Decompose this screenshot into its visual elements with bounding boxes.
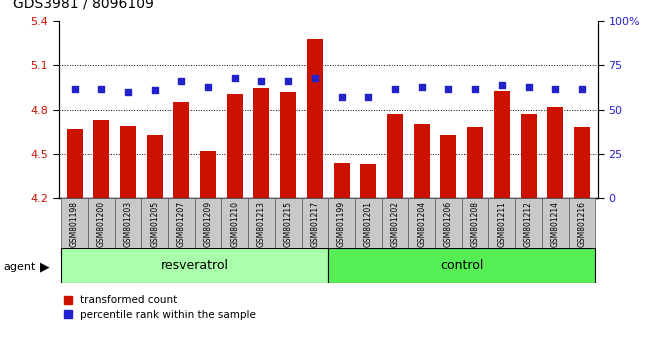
Point: [577, 86, 587, 91]
Point: [390, 86, 400, 91]
Bar: [227, 93, 243, 198]
FancyBboxPatch shape: [168, 198, 195, 248]
FancyBboxPatch shape: [382, 198, 408, 248]
FancyBboxPatch shape: [141, 198, 168, 248]
Point: [176, 79, 187, 84]
FancyBboxPatch shape: [435, 198, 462, 248]
Bar: [254, 88, 270, 198]
Text: GSM801198: GSM801198: [70, 201, 79, 247]
Bar: [200, 151, 216, 198]
Text: GSM801206: GSM801206: [444, 201, 453, 247]
Text: GSM801200: GSM801200: [97, 201, 106, 247]
Point: [523, 84, 534, 90]
Text: GSM801207: GSM801207: [177, 201, 186, 247]
Text: GSM801209: GSM801209: [203, 201, 213, 247]
Bar: [413, 125, 430, 198]
Bar: [360, 164, 376, 198]
FancyBboxPatch shape: [569, 198, 595, 248]
Bar: [467, 127, 483, 198]
FancyBboxPatch shape: [248, 198, 275, 248]
Point: [283, 79, 293, 84]
FancyBboxPatch shape: [489, 198, 515, 248]
Text: resveratrol: resveratrol: [161, 259, 229, 272]
Point: [309, 75, 320, 81]
FancyBboxPatch shape: [355, 198, 382, 248]
Bar: [307, 39, 323, 198]
Bar: [387, 114, 403, 198]
Point: [417, 84, 427, 90]
FancyBboxPatch shape: [88, 198, 114, 248]
Text: agent: agent: [3, 262, 36, 272]
FancyBboxPatch shape: [222, 198, 248, 248]
Point: [337, 95, 347, 100]
Bar: [574, 127, 590, 198]
Text: ▶: ▶: [40, 261, 50, 274]
Bar: [280, 92, 296, 198]
Text: GSM801199: GSM801199: [337, 201, 346, 247]
FancyBboxPatch shape: [462, 198, 489, 248]
Point: [150, 87, 160, 93]
FancyBboxPatch shape: [302, 198, 328, 248]
Text: GSM801201: GSM801201: [364, 201, 373, 247]
Text: GSM801204: GSM801204: [417, 201, 426, 247]
Text: GSM801215: GSM801215: [283, 201, 292, 247]
Bar: [547, 107, 564, 198]
Text: GSM801205: GSM801205: [150, 201, 159, 247]
Text: GSM801211: GSM801211: [497, 201, 506, 247]
Point: [470, 86, 480, 91]
FancyBboxPatch shape: [195, 198, 222, 248]
FancyBboxPatch shape: [515, 198, 542, 248]
Point: [96, 86, 107, 91]
FancyBboxPatch shape: [275, 198, 302, 248]
Bar: [521, 114, 536, 198]
Text: control: control: [440, 259, 484, 272]
Bar: [441, 135, 456, 198]
FancyBboxPatch shape: [542, 198, 569, 248]
Text: GSM801212: GSM801212: [524, 201, 533, 247]
Text: GSM801214: GSM801214: [551, 201, 560, 247]
Bar: [333, 163, 350, 198]
Point: [256, 79, 266, 84]
FancyBboxPatch shape: [61, 198, 88, 248]
Point: [443, 86, 454, 91]
FancyBboxPatch shape: [328, 198, 355, 248]
Bar: [66, 129, 83, 198]
Bar: [120, 126, 136, 198]
Text: GSM801213: GSM801213: [257, 201, 266, 247]
Point: [229, 75, 240, 81]
Text: GSM801210: GSM801210: [230, 201, 239, 247]
Bar: [174, 102, 189, 198]
Point: [203, 84, 213, 90]
FancyBboxPatch shape: [114, 198, 141, 248]
FancyBboxPatch shape: [328, 248, 595, 283]
FancyBboxPatch shape: [408, 198, 435, 248]
Legend: transformed count, percentile rank within the sample: transformed count, percentile rank withi…: [64, 296, 256, 320]
Point: [550, 86, 560, 91]
Text: GSM801202: GSM801202: [391, 201, 400, 247]
Point: [497, 82, 507, 88]
Bar: [93, 120, 109, 198]
Point: [363, 95, 374, 100]
Point: [70, 86, 80, 91]
FancyBboxPatch shape: [61, 248, 328, 283]
Text: GSM801208: GSM801208: [471, 201, 480, 247]
Text: GSM801203: GSM801203: [124, 201, 133, 247]
Text: GSM801216: GSM801216: [577, 201, 586, 247]
Text: GDS3981 / 8096109: GDS3981 / 8096109: [12, 0, 153, 10]
Text: GSM801217: GSM801217: [311, 201, 319, 247]
Bar: [494, 91, 510, 198]
Point: [123, 89, 133, 95]
Bar: [147, 135, 162, 198]
